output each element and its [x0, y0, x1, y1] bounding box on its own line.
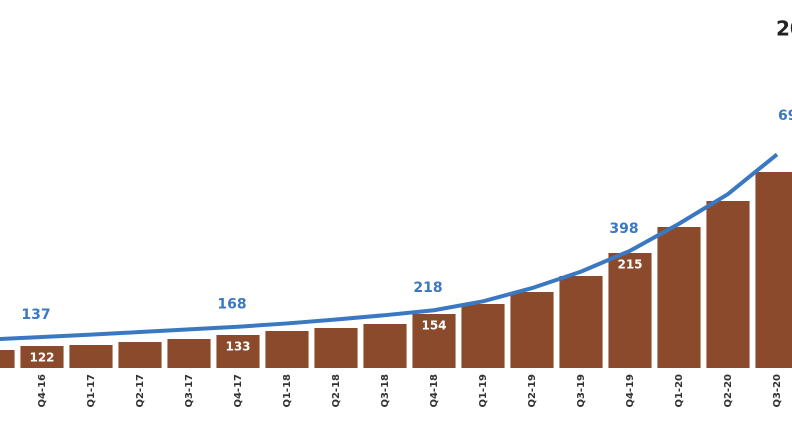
- x-tick-label: Q3-18: [380, 374, 391, 408]
- x-tick-label: Q3-20: [772, 374, 783, 408]
- x-tick-label: Q2-18: [331, 374, 342, 408]
- line: [0, 152, 779, 341]
- bar: [608, 253, 652, 368]
- bar-value-label: 215: [617, 258, 642, 272]
- x-tick-label: Q3-17: [184, 374, 195, 408]
- bar: [216, 335, 260, 368]
- bar: [461, 304, 505, 368]
- bar: [118, 342, 162, 368]
- bar: [755, 172, 792, 368]
- bar: [706, 201, 750, 368]
- x-tick-label: Q4-17: [233, 374, 244, 408]
- bar: [265, 331, 309, 368]
- x-tick-label: Q4-19: [625, 374, 636, 408]
- x-tick-label: Q1-17: [86, 374, 97, 408]
- bar: [314, 328, 358, 368]
- bar: [412, 314, 456, 368]
- line-value-label: 137: [21, 307, 50, 323]
- bar: [69, 345, 113, 368]
- x-tick-label: Q2-17: [135, 374, 146, 408]
- x-tick-label: Q2-19: [527, 374, 538, 408]
- x-tick-label: Q1-19: [478, 374, 489, 408]
- x-tick-label: Q1-18: [282, 374, 293, 408]
- bar: [559, 276, 603, 368]
- x-tick-label: Q4-16: [37, 374, 48, 408]
- line-value-label: 398: [609, 221, 638, 237]
- bar: [20, 346, 64, 368]
- x-tick-label: Q2-20: [723, 374, 734, 408]
- bar: [167, 339, 211, 368]
- bar: [0, 350, 15, 368]
- x-tick-label: Q3-19: [576, 374, 587, 408]
- bar-value-label: 154: [421, 319, 446, 333]
- bar-value-label: 133: [225, 340, 250, 354]
- x-tick-label: Q4-18: [429, 374, 440, 408]
- line-value-label: 218: [413, 280, 442, 296]
- line-value-label: 168: [217, 297, 246, 313]
- x-tick-label: Q1-20: [674, 374, 685, 408]
- bar: [510, 292, 554, 368]
- chart-title: حجم القروض العقارية على الأفراد وعدد الم…: [776, 16, 792, 41]
- bar: [363, 324, 407, 368]
- bar-value-label: 122: [29, 351, 54, 365]
- bar: [657, 227, 701, 368]
- annotation: 69: [778, 108, 792, 124]
